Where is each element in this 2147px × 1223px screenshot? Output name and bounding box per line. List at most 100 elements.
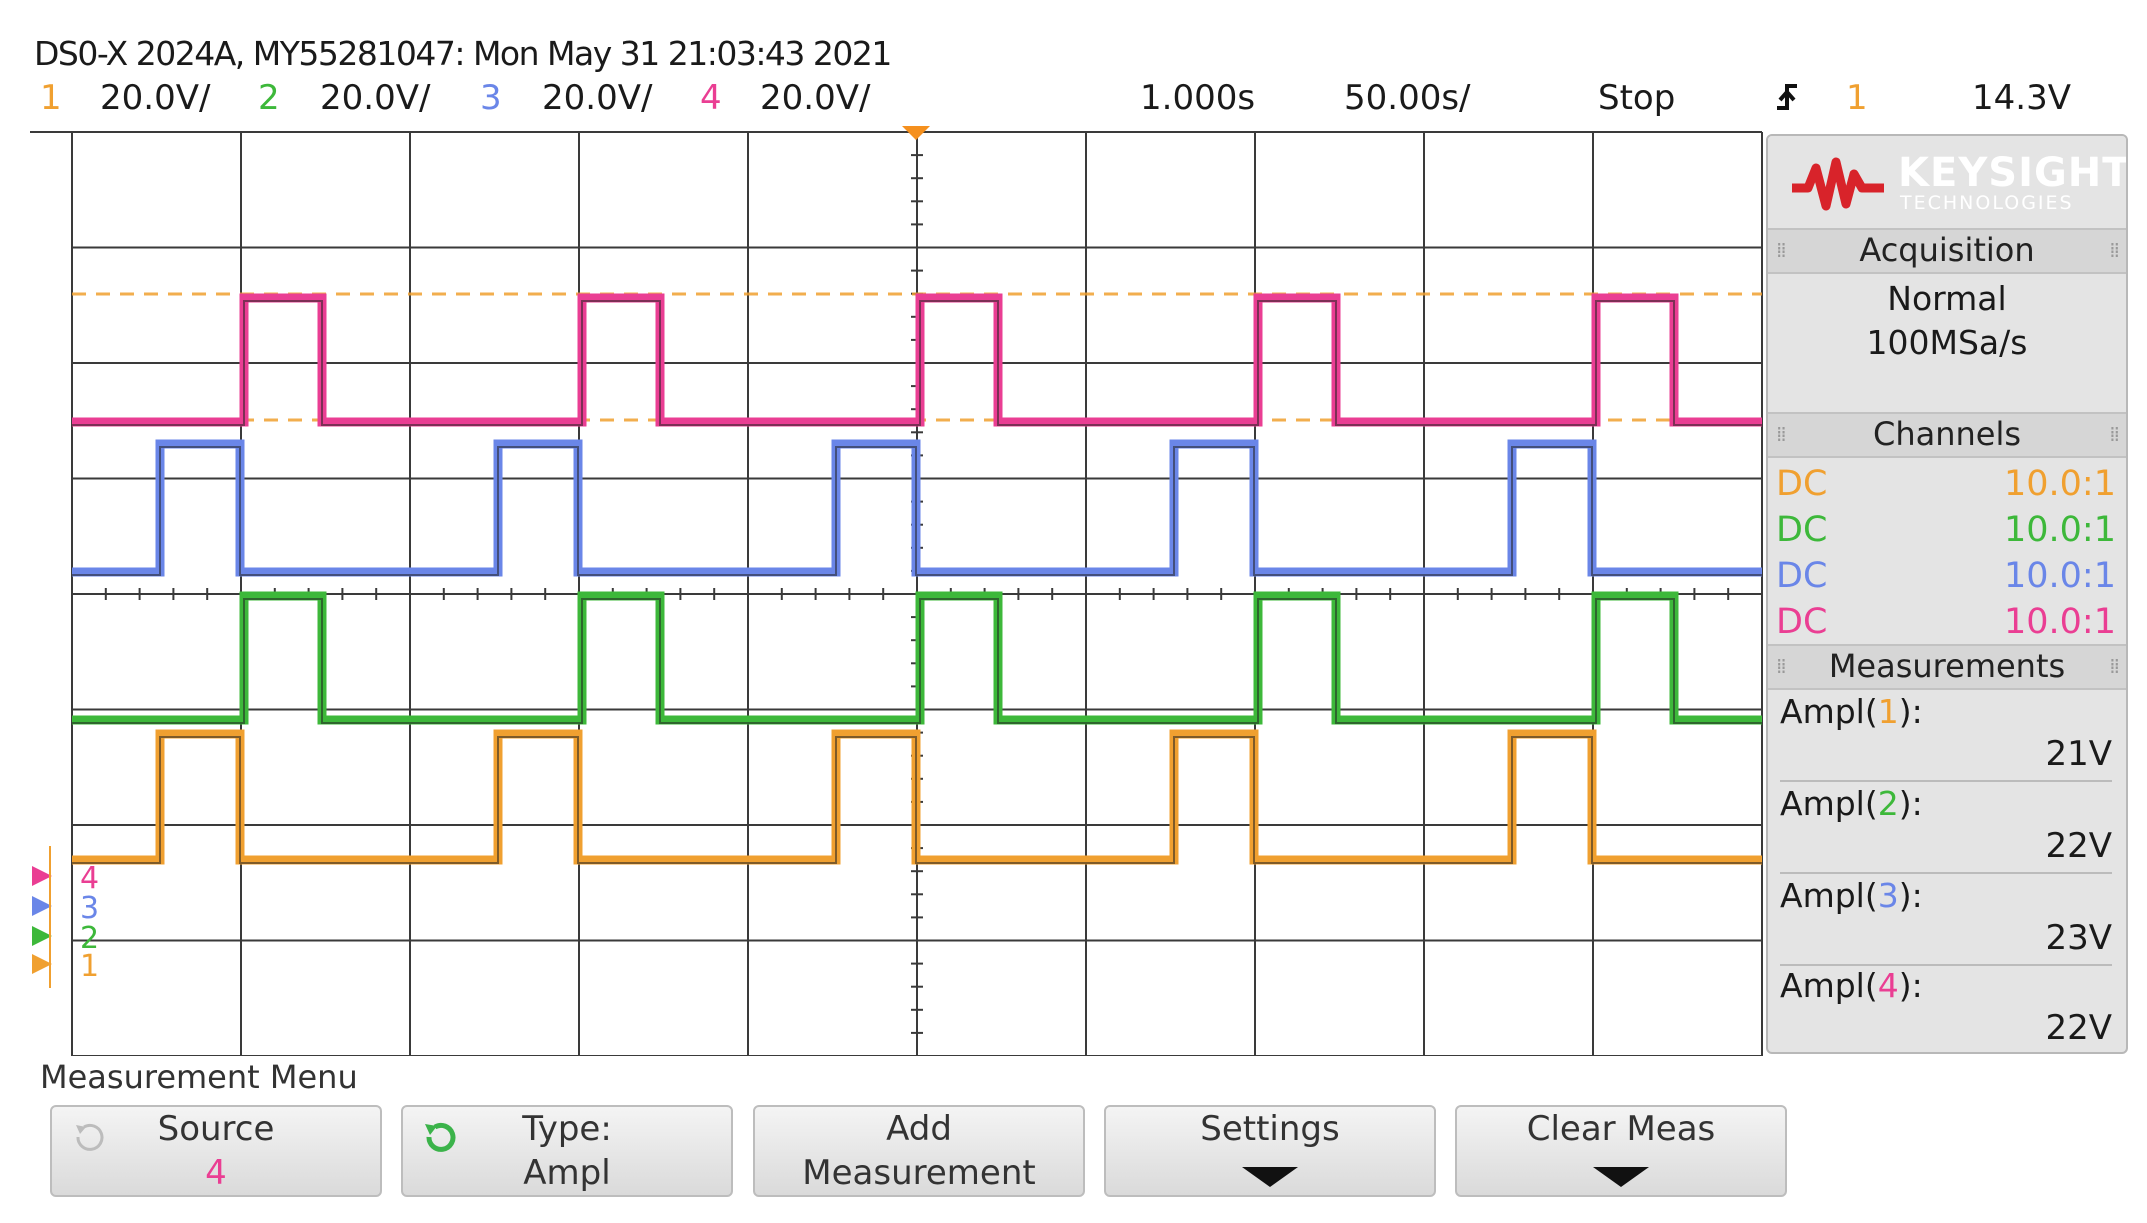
softkey-label: Settings: [1200, 1109, 1340, 1149]
grip-icon: ⁞⁞: [2109, 654, 2120, 678]
divider: [1780, 780, 2112, 782]
coupling: DC: [1776, 464, 1828, 504]
ground-marker-ch2[interactable]: 2: [32, 921, 99, 956]
probe-ratio: 10.0:1: [2004, 602, 2116, 642]
logo-subtitle: TECHNOLOGIES: [1900, 192, 2074, 214]
measurement-label: Ampl(4):: [1780, 966, 1923, 1005]
ground-arrow-icon: [32, 896, 52, 916]
channel-row-2[interactable]: DC 10.0:1: [1776, 508, 2116, 552]
softkey-label-2: Measurement: [802, 1153, 1036, 1193]
menu-title: Measurement Menu: [40, 1058, 358, 1096]
ground-marker-label: 4: [80, 861, 99, 896]
softkey-label: Type:: [522, 1109, 612, 1149]
rotate-knob-icon: [425, 1122, 456, 1152]
measurement-3[interactable]: Ampl(3): 23V: [1780, 876, 2112, 968]
measurement-label: Ampl(3):: [1780, 876, 1923, 915]
divider: [1780, 872, 2112, 874]
settings-softkey[interactable]: Settings: [1104, 1105, 1436, 1197]
probe-ratio: 10.0:1: [2004, 510, 2116, 550]
source-softkey[interactable]: Source 4: [50, 1105, 382, 1197]
channel-row-4[interactable]: DC 10.0:1: [1776, 600, 2116, 644]
ch4-trace-noise: [72, 300, 1762, 426]
divider: [1780, 964, 2112, 966]
waveform-traces: [72, 293, 1762, 865]
softkey-label: Add: [886, 1109, 952, 1149]
acquisition-header[interactable]: ⁞⁞ Acquisition ⁞⁞: [1768, 228, 2126, 274]
status-row: 1 20.0V/ 2 20.0V/ 3 20.0V/ 4 20.0V/ 1.00…: [0, 78, 2147, 128]
add-measurement-softkey[interactable]: Add Measurement: [753, 1105, 1085, 1197]
coupling: DC: [1776, 510, 1828, 550]
grip-icon: ⁞⁞: [1776, 422, 1787, 446]
measurement-value: 23V: [2045, 918, 2112, 958]
acquisition-title: Acquisition: [1859, 231, 2035, 269]
acquisition-mode: Normal: [1887, 279, 2007, 318]
softkey-label: Source: [157, 1109, 275, 1149]
measurement-2[interactable]: Ampl(2): 22V: [1780, 784, 2112, 876]
run-state[interactable]: Stop: [1598, 78, 1676, 118]
ch1-number[interactable]: 1: [40, 78, 62, 118]
grip-icon: ⁞⁞: [2109, 238, 2120, 262]
probe-ratio: 10.0:1: [2004, 556, 2116, 596]
ch1-scale: 20.0V/: [100, 78, 211, 118]
ground-arrow-icon: [32, 926, 52, 946]
measurement-label: Ampl(1):: [1780, 692, 1923, 731]
scope-title: DS0-X 2024A, MY55281047: Mon May 31 21:0…: [34, 34, 892, 73]
ground-marker-ch3[interactable]: 3: [32, 891, 99, 926]
ch4-scale: 20.0V/: [760, 78, 871, 118]
measurement-label: Ampl(2):: [1780, 784, 1923, 823]
ground-marker-label: 3: [80, 891, 99, 926]
ch3-number[interactable]: 3: [480, 78, 502, 118]
clear-meas-softkey[interactable]: Clear Meas: [1455, 1105, 1787, 1197]
softkey-value: Ampl: [523, 1153, 611, 1193]
trigger-position-marker[interactable]: [902, 126, 930, 140]
grip-icon: ⁞⁞: [1776, 238, 1787, 262]
submenu-arrow-icon: [1593, 1167, 1649, 1187]
side-panel: KEYSIGHT TECHNOLOGIES ⁞⁞ Acquisition ⁞⁞ …: [1766, 134, 2128, 1054]
ground-arrow-icon: [32, 954, 52, 974]
trigger-level[interactable]: 14.3V: [1972, 78, 2071, 118]
ch1-trace-noise: [72, 736, 1762, 864]
time-delay[interactable]: 1.000s: [1140, 78, 1256, 118]
keysight-wave-icon: [1792, 157, 1884, 211]
type-softkey[interactable]: Type: Ampl: [401, 1105, 733, 1197]
measurement-value: 22V: [2045, 826, 2112, 866]
trigger-edge-icon: [1773, 78, 1801, 125]
measurement-1[interactable]: Ampl(1): 21V: [1780, 692, 2112, 784]
rotate-knob-icon: [76, 1123, 104, 1151]
time-scale[interactable]: 50.00s/: [1344, 78, 1471, 118]
measurement-value: 21V: [2045, 734, 2112, 774]
sample-rate: 100MSa/s: [1866, 323, 2028, 362]
coupling: DC: [1776, 556, 1828, 596]
submenu-arrow-icon: [1242, 1167, 1298, 1187]
ground-marker-label: 1: [80, 949, 99, 984]
ch3-scale: 20.0V/: [542, 78, 653, 118]
ch2-trace-noise: [72, 598, 1762, 724]
ch2-scale: 20.0V/: [320, 78, 431, 118]
softkey-value: 4: [205, 1153, 227, 1193]
ch3-trace-noise: [72, 446, 1762, 576]
channel-row-3[interactable]: DC 10.0:1: [1776, 554, 2116, 598]
trigger-channel[interactable]: 1: [1846, 78, 1868, 118]
ch2-number[interactable]: 2: [258, 78, 280, 118]
grip-icon: ⁞⁞: [2109, 422, 2120, 446]
ground-marker-ch1[interactable]: 1: [32, 949, 99, 984]
probe-ratio: 10.0:1: [2004, 464, 2116, 504]
channel-row-1[interactable]: DC 10.0:1: [1776, 462, 2116, 506]
measurements-header[interactable]: ⁞⁞ Measurements ⁞⁞: [1768, 644, 2126, 690]
grip-icon: ⁞⁞: [1776, 654, 1787, 678]
ground-marker-label: 2: [80, 921, 99, 956]
ground-arrow-icon: [32, 866, 52, 886]
ch4-number[interactable]: 4: [700, 78, 722, 118]
coupling: DC: [1776, 602, 1828, 642]
channels-title: Channels: [1872, 415, 2022, 453]
keysight-logo: KEYSIGHT TECHNOLOGIES: [1768, 136, 2126, 232]
channels-header[interactable]: ⁞⁞ Channels ⁞⁞: [1768, 412, 2126, 458]
measurements-title: Measurements: [1828, 647, 2066, 685]
measurement-value: 22V: [2045, 1008, 2112, 1048]
ground-marker-ch4[interactable]: 4: [32, 861, 99, 896]
measurement-4[interactable]: Ampl(4): 22V: [1780, 966, 2112, 1052]
logo-name: KEYSIGHT: [1898, 150, 2128, 196]
softkey-label: Clear Meas: [1526, 1109, 1716, 1149]
